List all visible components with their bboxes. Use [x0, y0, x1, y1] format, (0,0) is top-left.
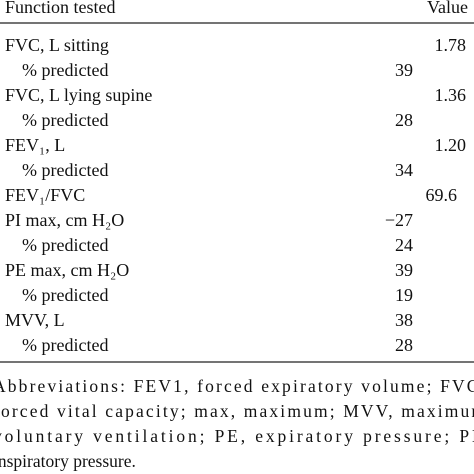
row-value: 1.36 — [435, 85, 467, 105]
row-value: 39 — [395, 260, 413, 280]
row-value: 39 — [395, 60, 413, 80]
row-label: MVV, L — [5, 310, 65, 330]
row-value: 24 — [395, 235, 413, 255]
row-label: FEV₁/FVC — [5, 185, 85, 205]
row-label: PI max, cm H₂O — [5, 210, 124, 230]
row-value: 69.6 — [426, 185, 458, 205]
row-value: 1.20 — [435, 135, 467, 155]
row-label: % predicted — [22, 160, 108, 180]
row-value: 28 — [395, 335, 413, 355]
header-value: Value — [427, 0, 468, 17]
row-value: −27 — [385, 210, 413, 230]
row-label: % predicted — [22, 235, 108, 255]
row-label: % predicted — [22, 60, 108, 80]
row-label: FVC, L lying supine — [5, 85, 152, 105]
row-label: FEV₁, L — [5, 135, 65, 155]
row-label: % predicted — [22, 285, 108, 305]
header-function: Function tested — [5, 0, 116, 17]
row-label: FVC, L sitting — [5, 35, 109, 55]
row-value: 34 — [395, 160, 413, 180]
footnote-line: inspiratory pressure. — [0, 451, 136, 471]
row-value: 38 — [395, 310, 413, 330]
row-value: 1.78 — [435, 35, 467, 55]
footnote-line: forced vital capacity; max, maximum; MVV… — [0, 401, 474, 421]
footnote-line: Abbreviations: FEV1, forced expiratory v… — [0, 376, 474, 396]
row-value: 28 — [395, 110, 413, 130]
row-label: % predicted — [22, 110, 108, 130]
footnote-line: voluntary ventilation; PE, expiratory pr… — [0, 426, 474, 446]
row-label: PE max, cm H₂O — [5, 260, 129, 280]
row-label: % predicted — [22, 335, 108, 355]
row-value: 19 — [395, 285, 413, 305]
